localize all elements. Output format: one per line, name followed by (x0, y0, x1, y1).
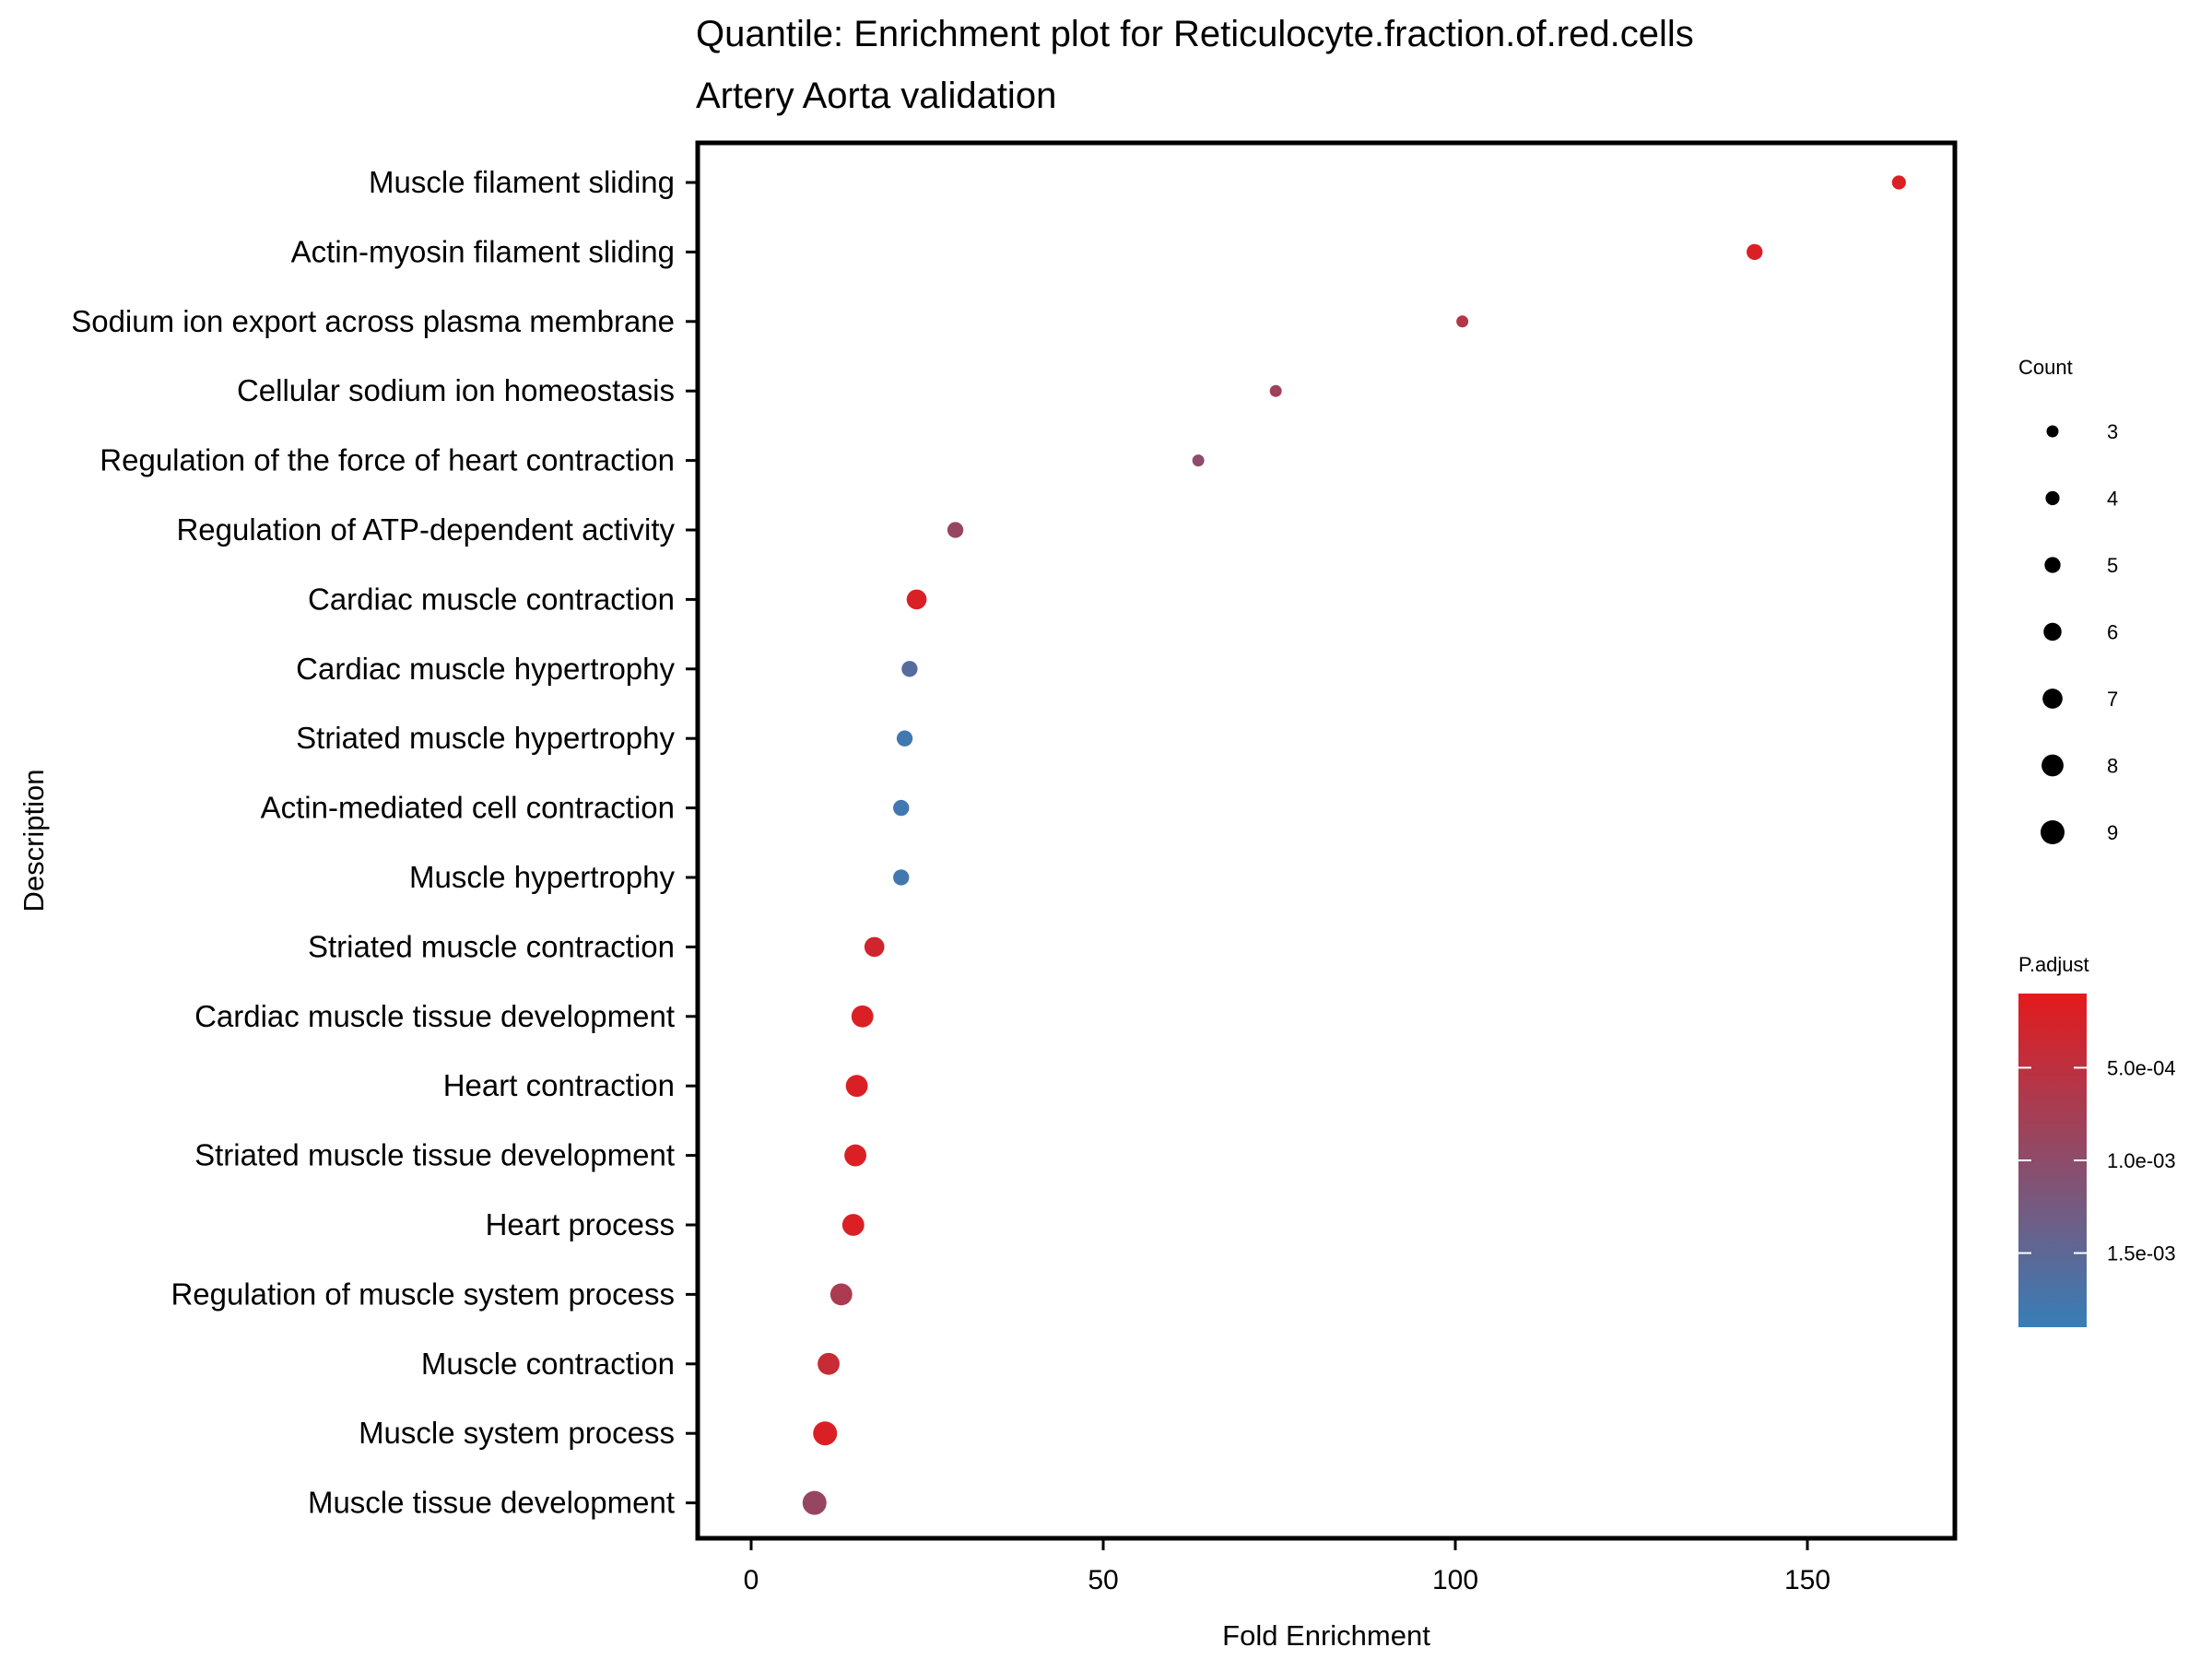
y-tick-label: Cellular sodium ion homeostasis (237, 373, 675, 407)
panel-border (695, 140, 1958, 1541)
x-axis: 0 50 100 150 (744, 1538, 1830, 1595)
size-legend-label: 4 (2107, 488, 2118, 511)
data-point (1891, 175, 1906, 190)
y-tick-label: Cardiac muscle hypertrophy (296, 652, 675, 686)
size-legend-key (2044, 557, 2061, 573)
chart-subtitle: Artery Aorta validation (696, 76, 1056, 116)
data-point (844, 1144, 866, 1167)
y-axis: Muscle filament sliding Actin-myosin fila… (71, 165, 698, 1520)
size-legend-key (2041, 820, 2065, 844)
size-legend-label: 9 (2107, 821, 2118, 844)
data-point (1269, 384, 1282, 397)
size-legend: Count 3 4 5 6 7 8 9 (2018, 356, 2118, 844)
data-point (1456, 315, 1469, 328)
color-legend-label: 1.5e-03 (2107, 1242, 2176, 1265)
size-legend-label: 3 (2107, 420, 2118, 443)
color-legend-label: 5.0e-04 (2107, 1056, 2176, 1079)
y-tick-label: Regulation of the force of heart contrac… (100, 443, 675, 477)
data-point (830, 1283, 853, 1306)
y-tick-label: Muscle hypertrophy (409, 860, 675, 894)
size-legend-key (2042, 688, 2063, 709)
size-legend-label: 6 (2107, 621, 2118, 644)
data-point (851, 1005, 874, 1028)
data-point (802, 1490, 827, 1515)
y-tick-label: Cardiac muscle contraction (308, 582, 675, 616)
x-tick-label: 50 (1088, 1565, 1118, 1595)
data-point (813, 1421, 838, 1446)
x-tick-label: 150 (1784, 1565, 1830, 1595)
x-tick-label: 0 (744, 1565, 759, 1595)
size-legend-title: Count (2018, 356, 2073, 379)
color-legend-label: 1.0e-03 (2107, 1149, 2176, 1172)
x-tick-label: 100 (1432, 1565, 1478, 1595)
data-point (864, 936, 885, 958)
y-tick-label: Actin-mediated cell contraction (261, 791, 675, 825)
points-layer (802, 175, 1906, 1515)
data-point (901, 661, 918, 677)
data-point (1747, 243, 1763, 261)
size-legend-label: 7 (2107, 688, 2118, 711)
y-tick-label: Muscle system process (359, 1416, 675, 1450)
color-legend: P.adjust 5.0e-04 1.0e-03 1.5e-03 (2018, 953, 2176, 1327)
y-tick-label: Muscle contraction (421, 1347, 675, 1381)
color-legend-ticks: 5.0e-04 1.0e-03 1.5e-03 (2018, 1056, 2176, 1265)
size-legend-label: 5 (2107, 554, 2118, 577)
y-tick-label: Cardiac muscle tissue development (194, 999, 675, 1033)
y-tick-label: Muscle filament sliding (369, 165, 675, 199)
y-tick-label: Regulation of ATP-dependent activity (176, 512, 675, 547)
y-tick-label: Heart contraction (443, 1068, 675, 1102)
x-axis-title: Fold Enrichment (1222, 1619, 1430, 1652)
data-point (893, 869, 910, 886)
y-tick-label: Actin-myosin filament sliding (291, 234, 675, 268)
y-tick-label: Muscle tissue development (308, 1486, 675, 1520)
size-legend-keys: 3 4 5 6 7 8 9 (2041, 420, 2118, 844)
y-tick-label: Striated muscle contraction (308, 929, 675, 963)
y-tick-label: Sodium ion export across plasma membrane (71, 304, 675, 338)
data-point (1192, 454, 1205, 467)
data-point (896, 730, 913, 747)
size-legend-label: 8 (2107, 755, 2118, 778)
y-axis-title: Description (18, 769, 50, 912)
chart-title: Quantile: Enrichment plot for Reticulocy… (696, 14, 1694, 54)
data-point (818, 1352, 840, 1375)
y-tick-label: Heart process (486, 1207, 675, 1241)
plot-area (695, 140, 1958, 1541)
size-legend-key (2046, 425, 2059, 438)
data-point (893, 799, 910, 817)
y-tick-label: Striated muscle hypertrophy (296, 721, 675, 755)
size-legend-key (2041, 754, 2064, 777)
size-legend-key (2045, 490, 2060, 506)
data-point (841, 1214, 865, 1236)
data-point (906, 589, 927, 610)
color-legend-title: P.adjust (2018, 953, 2089, 976)
data-point (947, 522, 964, 538)
size-legend-key (2043, 622, 2062, 641)
y-tick-label: Striated muscle tissue development (194, 1138, 675, 1172)
y-tick-label: Regulation of muscle system process (171, 1277, 675, 1311)
data-point (845, 1075, 868, 1098)
